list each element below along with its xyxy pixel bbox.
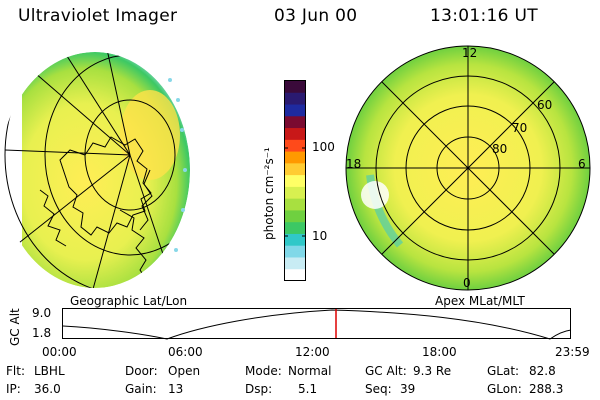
time-label: 13:01:16 UT: [430, 6, 538, 26]
polar-panel-label: Apex MLat/MLT: [435, 294, 525, 308]
altitude-ytick-low: 1.8: [32, 326, 52, 340]
colorbar-tick-10: 10: [312, 229, 328, 243]
glat-label: GLat:: [487, 364, 520, 378]
mlt-label-12: 12: [462, 46, 478, 60]
dsp-label: Dsp:: [245, 382, 273, 396]
colorbar-band: [285, 92, 305, 106]
colorbar-band: [285, 116, 305, 129]
colorbar-band: [285, 139, 305, 153]
gain-value: 13: [168, 382, 184, 396]
flt-label: Flt:: [6, 364, 25, 378]
seq-label: Seq:: [365, 382, 392, 396]
mlt-label-6: 6: [578, 157, 586, 171]
altitude-ytick-high: 9.0: [32, 306, 52, 320]
dsp-value: 5.1: [298, 382, 318, 396]
mode-value: Normal: [288, 364, 332, 378]
colorbar-unit-label: photon cm⁻²s⁻¹: [262, 147, 276, 240]
ip-label: IP:: [6, 382, 21, 396]
colorbar-band: [285, 175, 305, 188]
colorbar-band: [285, 104, 305, 117]
lat-label-70: 70: [512, 121, 528, 135]
colorbar-band: [285, 257, 305, 270]
gain-label: Gain:: [125, 382, 157, 396]
altitude-xtick-0: 00:00: [42, 345, 77, 359]
gcalt-value: 9.3 Re: [413, 364, 452, 378]
colorbar-band: [285, 163, 305, 176]
glat-value: 82.8: [529, 364, 556, 378]
glon-label: GLon:: [487, 382, 522, 396]
altitude-plot: [62, 308, 572, 340]
date-label: 03 Jun 00: [274, 6, 358, 26]
colorbar-band: [285, 128, 305, 141]
gcalt-label: GC Alt:: [365, 364, 407, 378]
colorbar-band: [285, 186, 305, 200]
colorbar-band: [285, 81, 305, 94]
colorbar-band: [285, 233, 305, 247]
colorbar-tick-100: 100: [312, 140, 335, 154]
geographic-image: [0, 40, 190, 300]
glon-value: 288.3: [529, 382, 564, 396]
colorbar-band: [285, 198, 305, 211]
mlt-label-18: 18: [346, 157, 362, 171]
altitude-ylabel: GC Alt: [8, 308, 22, 346]
polar-image: [345, 45, 591, 291]
seq-value: 39: [400, 382, 416, 396]
altitude-xtick-3: 18:00: [422, 345, 457, 359]
door-label: Door:: [125, 364, 158, 378]
mlt-label-0: 0: [463, 276, 471, 290]
lat-label-60: 60: [537, 98, 553, 112]
instrument-title: Ultraviolet Imager: [18, 6, 178, 26]
colorbar: [284, 80, 306, 282]
colorbar-band: [285, 151, 305, 164]
mode-label: Mode:: [245, 364, 282, 378]
ip-value: 36.0: [34, 382, 61, 396]
colorbar-band: [285, 222, 305, 235]
altitude-xtick-1: 06:00: [168, 345, 203, 359]
colorbar-band: [285, 269, 305, 282]
colorbar-band: [285, 210, 305, 223]
geo-panel-label: Geographic Lat/Lon: [70, 294, 188, 308]
altitude-xtick-4: 23:59: [555, 345, 590, 359]
lat-label-80: 80: [492, 142, 508, 156]
colorbar-band: [285, 245, 305, 258]
flt-value: LBHL: [34, 364, 65, 378]
altitude-xtick-2: 12:00: [295, 345, 330, 359]
door-value: Open: [168, 364, 201, 378]
